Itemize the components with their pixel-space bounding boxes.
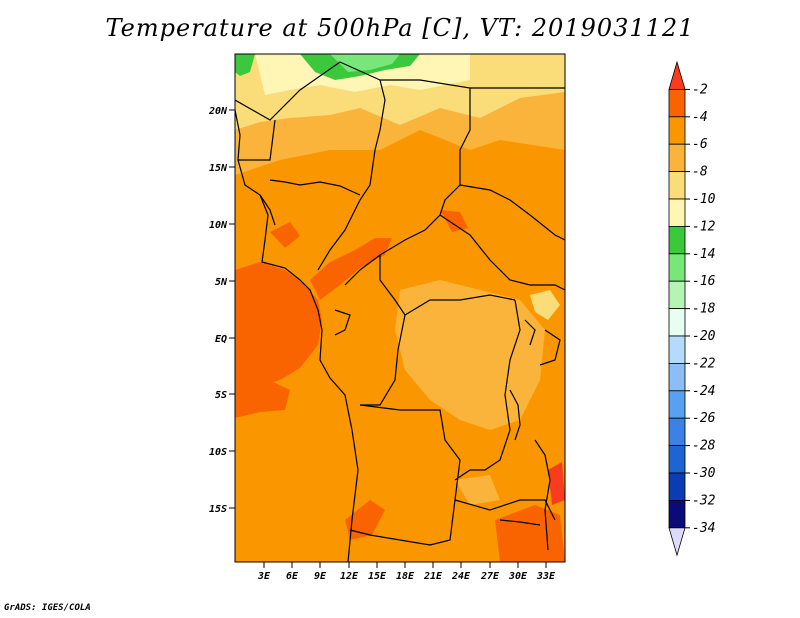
map-title: Temperature at 500hPa [C], VT: 201903112… [105, 14, 695, 42]
colorbar-segment [668, 143, 686, 172]
colorbar-segment [668, 390, 686, 419]
lat-label: 5S [215, 390, 227, 401]
colorbar-label: -8 [692, 165, 708, 180]
lat-label: EQ [215, 334, 227, 345]
colorbar-label: -20 [692, 329, 716, 344]
lat-label: 10S [209, 447, 227, 458]
field-warm-east [548, 462, 565, 505]
colorbar-bottom-triangle [668, 527, 686, 557]
colorbar-segment [668, 225, 686, 255]
colorbar-label: -4 [692, 110, 708, 125]
colorbar-segment [668, 253, 686, 282]
boundaries [235, 61, 565, 562]
field-warm-west [235, 262, 322, 392]
field-band-minus16 [330, 54, 400, 72]
colorbar-label: -28 [692, 439, 716, 454]
border-a [235, 61, 386, 271]
colorbar-label: -24 [692, 384, 715, 399]
field-warm-west-south [235, 378, 290, 418]
colorbar-label: -32 [692, 493, 716, 508]
colorbar-segment [668, 116, 686, 145]
lat-label: 5N [215, 277, 228, 288]
field-warm-spot-b [440, 210, 468, 232]
lon-label: 3E [257, 571, 271, 582]
lon-label: 12E [340, 571, 359, 582]
border-p [534, 439, 551, 551]
border-m [259, 194, 276, 226]
field-spot-north-west [235, 54, 255, 76]
colorbar-segment [668, 171, 686, 200]
colorbar-label: -18 [692, 302, 716, 317]
colorbar-label: -22 [692, 356, 716, 371]
colorbar-label: -26 [692, 411, 716, 426]
colorbar-label: -6 [692, 137, 708, 152]
border-e [439, 214, 565, 291]
lon-label: 27E [480, 571, 500, 582]
colorbar-top-triangle [668, 60, 686, 90]
border-o [539, 329, 561, 366]
latitude-axis: 20N 15N 10N 5N EQ 5S 10S 15S [208, 106, 235, 515]
lon-label: 9E [314, 571, 327, 582]
colorbar-label: -12 [692, 219, 716, 234]
lon-label: 15E [368, 571, 387, 582]
field-warm-spot-a [270, 222, 300, 248]
lon-label: 33E [536, 571, 556, 582]
colorbar: -2 -4 -6 -8 -10 -12 -14 -16 -18 -20 -22 -24 -26 -28 -3… [668, 60, 716, 557]
lake-shore-a [509, 389, 521, 441]
lat-label: 20N [208, 106, 228, 117]
border-d [459, 184, 565, 241]
map-frame [234, 53, 566, 563]
colorbar-segment [668, 417, 686, 447]
border-q [499, 519, 541, 526]
lon-label: 18E [396, 571, 415, 582]
field-warm-south [345, 500, 385, 540]
colorbar-segment [668, 472, 686, 501]
border-n [334, 309, 351, 336]
border-j [454, 499, 556, 521]
lat-label: 15N [209, 163, 228, 174]
colorbar-segment [668, 198, 686, 227]
credit-text: GrADS: IGES/COLA [4, 603, 91, 613]
lon-label: 6E [286, 571, 299, 582]
lon-label: 21E [423, 571, 443, 582]
colorbar-segment [668, 362, 686, 392]
colorbar-segment [668, 308, 686, 337]
border-k [269, 179, 361, 196]
border-g [404, 294, 516, 316]
border-f [360, 255, 406, 406]
colorbar-label: -30 [692, 466, 716, 481]
field-cool-central [395, 280, 545, 430]
border-l [238, 119, 276, 161]
lon-label: 30E [508, 571, 528, 582]
colorbar-label: -14 [692, 247, 715, 262]
lat-label: 10N [209, 220, 228, 231]
border-h [454, 299, 521, 481]
colorbar-segment [668, 280, 686, 310]
colorbar-label: -2 [692, 82, 708, 97]
coastline-west [235, 109, 359, 562]
lat-label: 15S [209, 504, 227, 515]
field-warm-streak [310, 238, 392, 300]
colorbar-label: -34 [692, 521, 715, 536]
longitude-axis: 3E 6E 9E 12E 15E 18E 21E 24E 27E 30E 33E [257, 562, 556, 582]
colorbar-label: -10 [692, 192, 716, 207]
colorbar-label: -16 [692, 274, 716, 289]
colorbar-segment [668, 499, 686, 529]
field-cool-east-spot [530, 290, 560, 320]
colorbar-segment [668, 445, 686, 474]
colorbar-segment [668, 335, 686, 364]
lon-label: 24E [451, 571, 471, 582]
field-cool-south-spot [455, 475, 500, 505]
colorbar-segment [668, 89, 686, 118]
lake-shore-b [524, 319, 536, 346]
